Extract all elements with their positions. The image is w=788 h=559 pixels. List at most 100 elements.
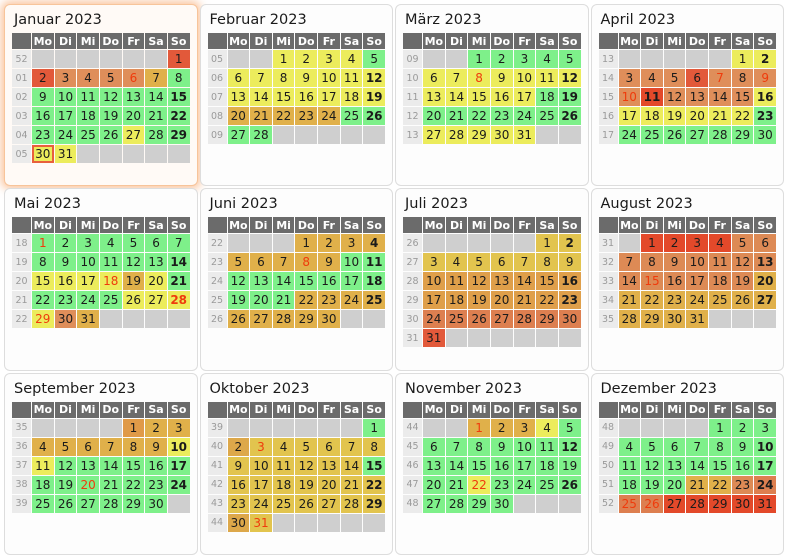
day-cell[interactable]: 14 [272, 272, 295, 291]
day-cell[interactable]: 25 [709, 291, 731, 310]
day-cell[interactable]: 18 [272, 475, 295, 494]
day-cell[interactable]: 16 [32, 107, 54, 125]
day-cell[interactable]: 17 [340, 272, 363, 291]
day-cell[interactable]: 16 [490, 456, 513, 475]
day-cell[interactable]: 5 [558, 418, 581, 437]
day-cell[interactable]: 22 [468, 475, 490, 494]
day-cell[interactable]: 3 [423, 253, 445, 272]
day-cell[interactable]: 28 [709, 126, 731, 144]
day-cell[interactable]: 31 [423, 329, 445, 348]
day-cell[interactable]: 9 [731, 437, 754, 456]
day-cell[interactable]: 22 [731, 107, 754, 125]
day-cell[interactable]: 3 [340, 234, 363, 253]
day-cell[interactable]: 5 [641, 437, 663, 456]
day-cell[interactable]: 17 [513, 88, 536, 106]
day-cell[interactable]: 20 [318, 475, 340, 494]
day-cell[interactable]: 15 [32, 272, 54, 291]
day-cell[interactable]: 6 [318, 437, 340, 456]
day-cell[interactable]: 13 [145, 253, 167, 272]
day-cell[interactable]: 18 [32, 475, 54, 494]
day-cell[interactable]: 17 [77, 272, 99, 291]
day-cell[interactable]: 12 [663, 88, 686, 106]
day-cell[interactable]: 25 [340, 107, 363, 125]
day-cell[interactable]: 7 [513, 253, 536, 272]
day-cell[interactable]: 11 [641, 88, 663, 106]
day-cell[interactable]: 7 [340, 437, 363, 456]
day-cell[interactable]: 19 [99, 107, 122, 125]
day-cell[interactable]: 11 [99, 253, 122, 272]
day-cell[interactable]: 28 [618, 310, 641, 329]
day-cell[interactable]: 12 [641, 456, 663, 475]
day-cell[interactable]: 29 [641, 310, 663, 329]
day-cell[interactable]: 10 [54, 88, 77, 106]
day-cell[interactable]: 25 [272, 494, 295, 513]
day-cell[interactable]: 13 [686, 88, 709, 106]
day-cell[interactable]: 14 [145, 88, 167, 106]
day-cell[interactable]: 9 [490, 437, 513, 456]
day-cell[interactable]: 27 [250, 310, 272, 329]
day-cell[interactable]: 14 [445, 456, 468, 475]
day-cell[interactable]: 15 [167, 88, 190, 106]
day-cell[interactable]: 28 [145, 126, 167, 144]
day-cell[interactable]: 28 [167, 291, 190, 310]
day-cell[interactable]: 15 [731, 88, 754, 106]
day-cell[interactable]: 22 [272, 107, 295, 125]
day-cell[interactable]: 7 [618, 253, 641, 272]
day-cell[interactable]: 6 [490, 253, 513, 272]
day-cell[interactable]: 30 [663, 310, 686, 329]
day-cell[interactable]: 5 [227, 253, 250, 272]
day-cell[interactable]: 24 [77, 291, 99, 310]
day-cell[interactable]: 24 [318, 107, 340, 125]
day-cell[interactable]: 12 [363, 69, 385, 87]
day-cell[interactable]: 17 [513, 456, 536, 475]
day-cell[interactable]: 17 [423, 291, 445, 310]
day-cell[interactable]: 17 [167, 456, 190, 475]
day-cell[interactable]: 18 [99, 272, 122, 291]
day-cell[interactable]: 11 [536, 69, 558, 87]
day-cell[interactable]: 10 [423, 272, 445, 291]
day-cell[interactable]: 25 [99, 291, 122, 310]
day-cell[interactable]: 11 [363, 253, 385, 272]
day-cell[interactable]: 24 [340, 291, 363, 310]
day-cell[interactable]: 10 [513, 437, 536, 456]
day-cell[interactable]: 1 [641, 234, 663, 253]
day-cell[interactable]: 9 [54, 253, 77, 272]
day-cell[interactable]: 1 [295, 234, 318, 253]
day-cell[interactable]: 19 [468, 291, 490, 310]
day-cell[interactable]: 6 [423, 69, 445, 87]
day-cell[interactable]: 25 [363, 291, 385, 310]
day-cell[interactable]: 22 [167, 107, 190, 125]
day-cell[interactable]: 30 [490, 494, 513, 513]
day-cell[interactable]: 13 [423, 88, 445, 106]
day-cell[interactable]: 20 [250, 291, 272, 310]
day-cell[interactable]: 16 [663, 272, 686, 291]
day-cell[interactable]: 6 [122, 69, 145, 87]
day-cell[interactable]: 23 [295, 107, 318, 125]
day-cell[interactable]: 13 [318, 456, 340, 475]
day-cell[interactable]: 3 [318, 50, 340, 68]
day-cell[interactable]: 26 [468, 310, 490, 329]
day-cell[interactable]: 20 [490, 291, 513, 310]
day-cell[interactable]: 12 [99, 88, 122, 106]
day-cell[interactable]: 3 [250, 437, 272, 456]
day-cell[interactable]: 3 [54, 69, 77, 87]
day-cell[interactable]: 29 [167, 126, 190, 144]
day-cell[interactable]: 28 [686, 494, 709, 513]
day-cell[interactable]: 16 [145, 456, 167, 475]
day-cell[interactable]: 4 [709, 234, 731, 253]
day-cell[interactable]: 15 [295, 272, 318, 291]
day-cell[interactable]: 29 [468, 494, 490, 513]
day-cell[interactable]: 31 [54, 145, 77, 163]
day-cell[interactable]: 1 [536, 234, 558, 253]
day-cell[interactable]: 23 [227, 494, 250, 513]
day-cell[interactable]: 6 [145, 234, 167, 253]
day-cell[interactable]: 21 [99, 475, 122, 494]
day-cell[interactable]: 27 [754, 291, 776, 310]
day-cell[interactable]: 3 [77, 234, 99, 253]
day-cell[interactable]: 25 [77, 126, 99, 144]
day-cell[interactable]: 26 [731, 291, 754, 310]
day-cell[interactable]: 4 [618, 437, 641, 456]
day-cell[interactable]: 3 [754, 418, 776, 437]
day-cell[interactable]: 12 [731, 253, 754, 272]
day-cell[interactable]: 9 [558, 253, 581, 272]
